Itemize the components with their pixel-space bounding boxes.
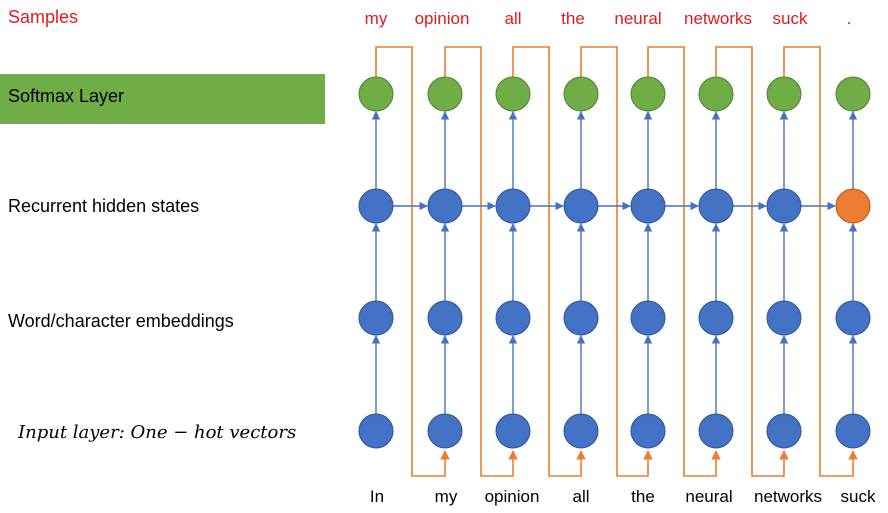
input-word: the bbox=[631, 487, 655, 506]
input-node bbox=[835, 413, 871, 449]
input-words: In my opinion all the neural networks suck bbox=[370, 487, 876, 506]
embedding-node bbox=[358, 300, 394, 336]
sample-word: neural bbox=[614, 9, 661, 28]
input-word: suck bbox=[841, 487, 876, 506]
softmax-node bbox=[766, 76, 802, 112]
hidden-node bbox=[630, 188, 666, 224]
embedding-node bbox=[563, 300, 599, 336]
sample-word: all bbox=[504, 9, 521, 28]
input-node bbox=[766, 413, 802, 449]
input-word: neural bbox=[685, 487, 732, 506]
feedback-path bbox=[783, 46, 858, 477]
softmax-node bbox=[563, 76, 599, 112]
nodes bbox=[358, 76, 871, 449]
feedback-path bbox=[580, 46, 653, 477]
hidden-node bbox=[495, 188, 531, 224]
sample-word: . bbox=[847, 9, 852, 28]
embedding-node bbox=[698, 300, 734, 336]
input-word: In bbox=[370, 487, 384, 506]
sample-word: opinion bbox=[415, 9, 470, 28]
embedding-node bbox=[495, 300, 531, 336]
feedback-path bbox=[715, 46, 789, 477]
feedback-lines bbox=[375, 46, 858, 477]
input-node bbox=[563, 413, 599, 449]
hidden-node bbox=[427, 188, 463, 224]
hidden-node bbox=[358, 188, 394, 224]
softmax-node bbox=[698, 76, 734, 112]
softmax-node bbox=[358, 76, 394, 112]
embedding-node bbox=[427, 300, 463, 336]
recurrent-hidden-states-label: Recurrent hidden states bbox=[8, 196, 200, 216]
sample-word: suck bbox=[773, 9, 808, 28]
input-node bbox=[698, 413, 734, 449]
input-layer-label: Input layer: One − hot vectors bbox=[18, 422, 297, 443]
softmax-node bbox=[630, 76, 666, 112]
sample-word: the bbox=[561, 9, 585, 28]
feedback-path bbox=[444, 46, 518, 477]
embedding-node bbox=[766, 300, 802, 336]
embeddings-label: Word/character embeddings bbox=[8, 311, 234, 331]
input-word: opinion bbox=[485, 487, 540, 506]
softmax-node bbox=[835, 76, 871, 112]
sample-word: my bbox=[365, 9, 388, 28]
vertical-arrows bbox=[371, 111, 858, 414]
embedding-node bbox=[835, 300, 871, 336]
feedback-path bbox=[512, 46, 586, 477]
input-node bbox=[427, 413, 463, 449]
final-hidden-node bbox=[835, 188, 871, 224]
softmax-node bbox=[427, 76, 463, 112]
softmax-layer-label: Softmax Layer bbox=[8, 86, 125, 106]
softmax-layer-band bbox=[0, 74, 325, 124]
input-word: networks bbox=[754, 487, 822, 506]
feedback-path bbox=[375, 46, 450, 477]
input-word: my bbox=[435, 487, 458, 506]
input-node bbox=[495, 413, 531, 449]
hidden-node bbox=[698, 188, 734, 224]
feedback-path bbox=[647, 46, 721, 477]
input-node bbox=[630, 413, 666, 449]
input-node bbox=[358, 413, 394, 449]
softmax-node bbox=[495, 76, 531, 112]
samples-label: Samples bbox=[8, 7, 79, 27]
hidden-node bbox=[766, 188, 802, 224]
sample-words: my opinion all the neural networks suck. bbox=[365, 9, 852, 28]
hidden-node bbox=[563, 188, 599, 224]
embedding-node bbox=[630, 300, 666, 336]
sample-word: networks bbox=[684, 9, 752, 28]
input-word: all bbox=[572, 487, 589, 506]
